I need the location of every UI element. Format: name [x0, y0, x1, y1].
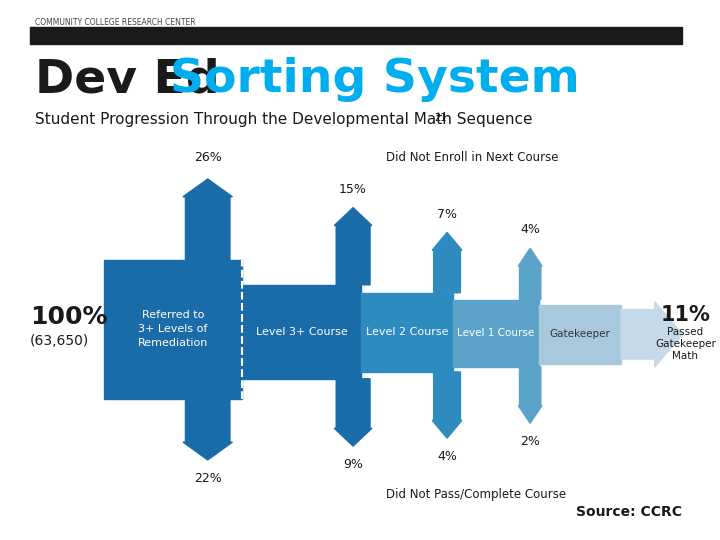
Text: Referred to
3+ Levels of
Remediation: Referred to 3+ Levels of Remediation: [138, 310, 208, 348]
Text: Level 2 Course: Level 2 Course: [366, 327, 449, 338]
Text: Level 3+ Course: Level 3+ Course: [256, 327, 348, 337]
Polygon shape: [183, 399, 233, 460]
Text: Source: CCRC: Source: CCRC: [577, 505, 683, 519]
Text: Did Not Enroll in Next Course: Did Not Enroll in Next Course: [386, 151, 558, 164]
Bar: [361, 293, 453, 372]
Text: Did Not Pass/Complete Course: Did Not Pass/Complete Course: [386, 488, 566, 501]
Polygon shape: [432, 372, 462, 438]
Text: 15%: 15%: [339, 183, 367, 196]
Bar: [30, 26, 683, 44]
Polygon shape: [432, 232, 462, 293]
Bar: [243, 285, 361, 379]
Text: Gatekeeper: Gatekeeper: [655, 339, 716, 349]
Bar: [453, 300, 539, 367]
Text: 21: 21: [434, 113, 446, 123]
Text: 22%: 22%: [194, 472, 222, 485]
Polygon shape: [334, 379, 372, 446]
Text: 100%: 100%: [30, 306, 107, 329]
Text: 4%: 4%: [437, 450, 457, 463]
Text: Gatekeeper: Gatekeeper: [549, 329, 611, 339]
Text: 11%: 11%: [660, 305, 711, 325]
Text: 7%: 7%: [437, 207, 457, 220]
Polygon shape: [518, 367, 542, 423]
Text: COMMUNITY COLLEGE RESEARCH CENTER: COMMUNITY COLLEGE RESEARCH CENTER: [35, 18, 195, 27]
Polygon shape: [183, 179, 233, 260]
Text: Level 1 Course: Level 1 Course: [457, 328, 535, 338]
Text: Passed: Passed: [667, 327, 703, 338]
Text: 2%: 2%: [521, 435, 540, 448]
Text: Student Progression Through the Developmental Math Sequence: Student Progression Through the Developm…: [35, 112, 532, 127]
Text: Math: Math: [672, 351, 698, 361]
Bar: [539, 305, 621, 364]
Bar: [104, 260, 243, 399]
Text: (63,650): (63,650): [30, 334, 89, 348]
Text: 26%: 26%: [194, 151, 222, 164]
Text: 4%: 4%: [521, 224, 540, 237]
Polygon shape: [334, 208, 372, 285]
Text: Sorting System: Sorting System: [170, 57, 580, 103]
Polygon shape: [518, 248, 542, 300]
Text: 9%: 9%: [343, 458, 363, 471]
Text: Dev Ed: Dev Ed: [35, 57, 236, 103]
Polygon shape: [621, 302, 683, 367]
